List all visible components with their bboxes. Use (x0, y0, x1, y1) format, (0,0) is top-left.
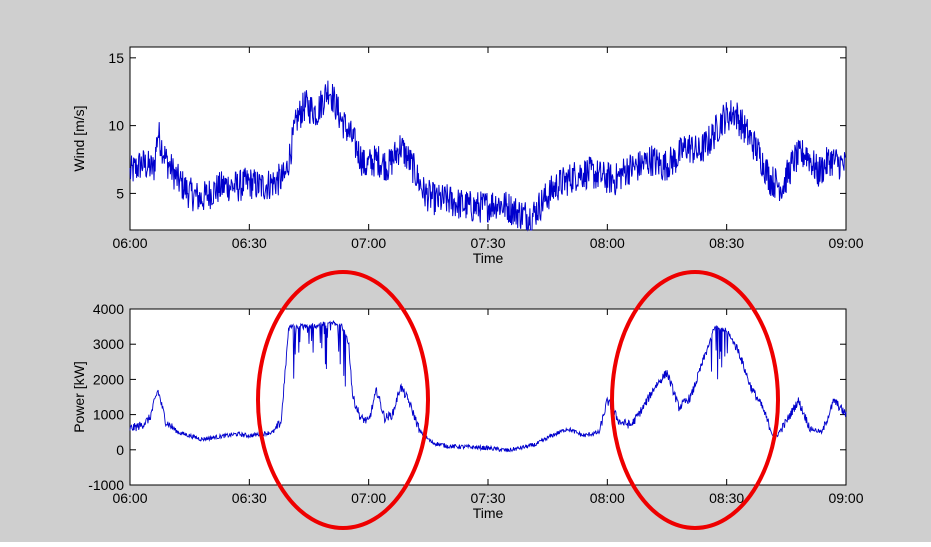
power-y-tick-label: 4000 (93, 301, 124, 317)
power-plot-area (129, 308, 847, 486)
wind-ticks: 06:00 06:30 07:00 07:30 08:00 08:30 09:00 5 10 15 (108, 47, 864, 251)
wind-y-tick-label: 10 (108, 118, 124, 134)
power-x-tick-label: 08:00 (590, 490, 625, 506)
power-y-axis-label: Power [kW] (71, 361, 87, 433)
power-x-tick-label: 06:00 (112, 490, 147, 506)
power-y-tick-label: 0 (116, 442, 124, 458)
power-y-tick-label: 1000 (93, 407, 124, 423)
wind-x-tick-label: 08:00 (590, 235, 625, 251)
power-x-tick-label: 09:00 (828, 490, 863, 506)
wind-y-tick-label: 15 (108, 50, 124, 66)
wind-plot-area (129, 46, 847, 231)
power-y-tick-label: -1000 (88, 477, 124, 493)
power-x-tick-label: 06:30 (232, 490, 267, 506)
wind-x-tick-label: 08:30 (709, 235, 744, 251)
power-y-tick-label: 2000 (93, 371, 124, 387)
power-series-line (129, 320, 847, 453)
wind-x-tick-label: 06:30 (232, 235, 267, 251)
wind-x-tick-label: 06:00 (112, 235, 147, 251)
wind-axes: 06:00 06:30 07:00 07:30 08:00 08:30 09:00 5 10 15… (71, 46, 864, 266)
power-y-tick-label: 3000 (93, 336, 124, 352)
wind-x-axis-label: Time (473, 250, 504, 266)
power-x-tick-label: 07:00 (351, 490, 386, 506)
power-x-tick-label: 08:30 (709, 490, 744, 506)
power-ticks: 06:00 06:30 07:00 07:30 08:00 08:30 09:00 -1000… (88, 301, 864, 506)
power-axes: 06:00 06:30 07:00 07:30 08:00 08:30 09:00 -1000… (71, 301, 864, 521)
power-x-tick-label: 07:30 (470, 490, 505, 506)
wind-x-tick-label: 07:00 (351, 235, 386, 251)
power-x-axis-label: Time (473, 505, 504, 521)
highlight-ellipse-right (610, 270, 780, 530)
wind-y-tick-label: 5 (116, 185, 124, 201)
highlight-ellipse-left (256, 270, 430, 530)
wind-series-line (129, 80, 846, 232)
wind-x-tick-label: 07:30 (470, 235, 505, 251)
wind-x-tick-label: 09:00 (828, 235, 863, 251)
wind-y-axis-label: Wind [m/s] (71, 105, 87, 171)
